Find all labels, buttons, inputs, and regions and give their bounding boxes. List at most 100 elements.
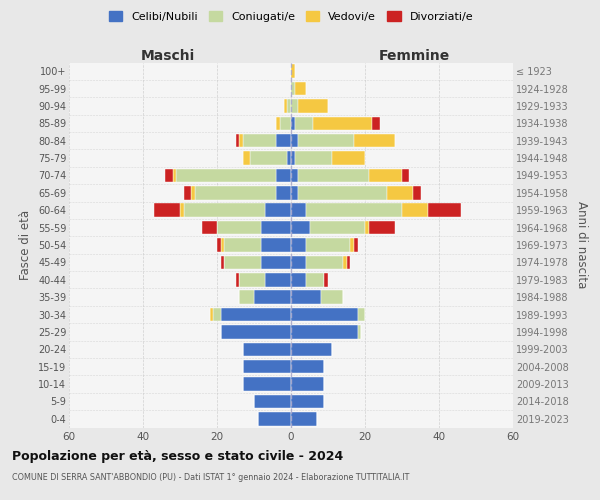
- Bar: [254, 394, 291, 408]
- Bar: [358, 325, 361, 338]
- Text: COMUNE DI SERRA SANT'ABBONDIO (PU) - Dati ISTAT 1° gennaio 2024 - Elaborazione T: COMUNE DI SERRA SANT'ABBONDIO (PU) - Dat…: [12, 472, 409, 482]
- Bar: [291, 152, 295, 165]
- Bar: [284, 99, 287, 112]
- Bar: [250, 152, 287, 165]
- Bar: [291, 325, 358, 338]
- Bar: [221, 308, 291, 322]
- Bar: [217, 238, 221, 252]
- Bar: [258, 412, 291, 426]
- Bar: [291, 134, 298, 147]
- Bar: [265, 273, 291, 286]
- Bar: [165, 168, 173, 182]
- Bar: [221, 238, 224, 252]
- Bar: [276, 186, 291, 200]
- Bar: [280, 116, 291, 130]
- Bar: [295, 116, 313, 130]
- Bar: [402, 168, 409, 182]
- Bar: [243, 152, 250, 165]
- Bar: [209, 308, 214, 322]
- Bar: [291, 204, 306, 217]
- Bar: [239, 134, 243, 147]
- Bar: [239, 273, 265, 286]
- Bar: [262, 221, 291, 234]
- Bar: [291, 186, 298, 200]
- Bar: [291, 360, 325, 374]
- Bar: [184, 186, 191, 200]
- Legend: Celibi/Nubili, Coniugati/e, Vedovi/e, Divorziati/e: Celibi/Nubili, Coniugati/e, Vedovi/e, Di…: [106, 8, 476, 25]
- Bar: [325, 273, 328, 286]
- Bar: [291, 238, 306, 252]
- Bar: [306, 204, 402, 217]
- Bar: [262, 256, 291, 269]
- Bar: [291, 82, 295, 96]
- Bar: [291, 342, 332, 356]
- Y-axis label: Anni di nascita: Anni di nascita: [575, 202, 588, 288]
- Bar: [243, 378, 291, 391]
- Bar: [313, 116, 373, 130]
- Bar: [154, 204, 180, 217]
- Bar: [291, 412, 317, 426]
- Bar: [254, 290, 291, 304]
- Bar: [373, 116, 380, 130]
- Bar: [176, 168, 276, 182]
- Bar: [306, 273, 325, 286]
- Bar: [291, 394, 325, 408]
- Text: Femmine: Femmine: [379, 48, 449, 62]
- Bar: [291, 378, 325, 391]
- Bar: [221, 325, 291, 338]
- Bar: [243, 360, 291, 374]
- Bar: [287, 152, 291, 165]
- Bar: [239, 290, 254, 304]
- Bar: [298, 168, 368, 182]
- Bar: [402, 204, 428, 217]
- Bar: [368, 168, 402, 182]
- Bar: [173, 168, 176, 182]
- Bar: [298, 99, 328, 112]
- Bar: [191, 186, 195, 200]
- Bar: [354, 134, 395, 147]
- Bar: [276, 168, 291, 182]
- Bar: [224, 238, 262, 252]
- Bar: [180, 204, 184, 217]
- Bar: [235, 273, 239, 286]
- Bar: [262, 238, 291, 252]
- Bar: [214, 308, 221, 322]
- Bar: [276, 134, 291, 147]
- Bar: [332, 152, 365, 165]
- Bar: [298, 134, 354, 147]
- Bar: [243, 342, 291, 356]
- Bar: [224, 256, 262, 269]
- Bar: [306, 256, 343, 269]
- Text: Popolazione per età, sesso e stato civile - 2024: Popolazione per età, sesso e stato civil…: [12, 450, 343, 463]
- Bar: [221, 256, 224, 269]
- Bar: [291, 64, 295, 78]
- Bar: [291, 99, 298, 112]
- Bar: [310, 221, 365, 234]
- Bar: [265, 204, 291, 217]
- Bar: [343, 256, 347, 269]
- Bar: [306, 238, 350, 252]
- Bar: [291, 221, 310, 234]
- Y-axis label: Fasce di età: Fasce di età: [19, 210, 32, 280]
- Bar: [358, 308, 365, 322]
- Bar: [291, 273, 306, 286]
- Text: Maschi: Maschi: [141, 48, 195, 62]
- Bar: [291, 290, 320, 304]
- Bar: [235, 134, 239, 147]
- Bar: [354, 238, 358, 252]
- Bar: [368, 221, 395, 234]
- Bar: [350, 238, 354, 252]
- Bar: [291, 168, 298, 182]
- Bar: [347, 256, 350, 269]
- Bar: [243, 134, 276, 147]
- Bar: [295, 152, 332, 165]
- Bar: [320, 290, 343, 304]
- Bar: [387, 186, 413, 200]
- Bar: [291, 256, 306, 269]
- Bar: [217, 221, 262, 234]
- Bar: [195, 186, 276, 200]
- Bar: [287, 99, 291, 112]
- Bar: [291, 116, 295, 130]
- Bar: [295, 82, 306, 96]
- Bar: [413, 186, 421, 200]
